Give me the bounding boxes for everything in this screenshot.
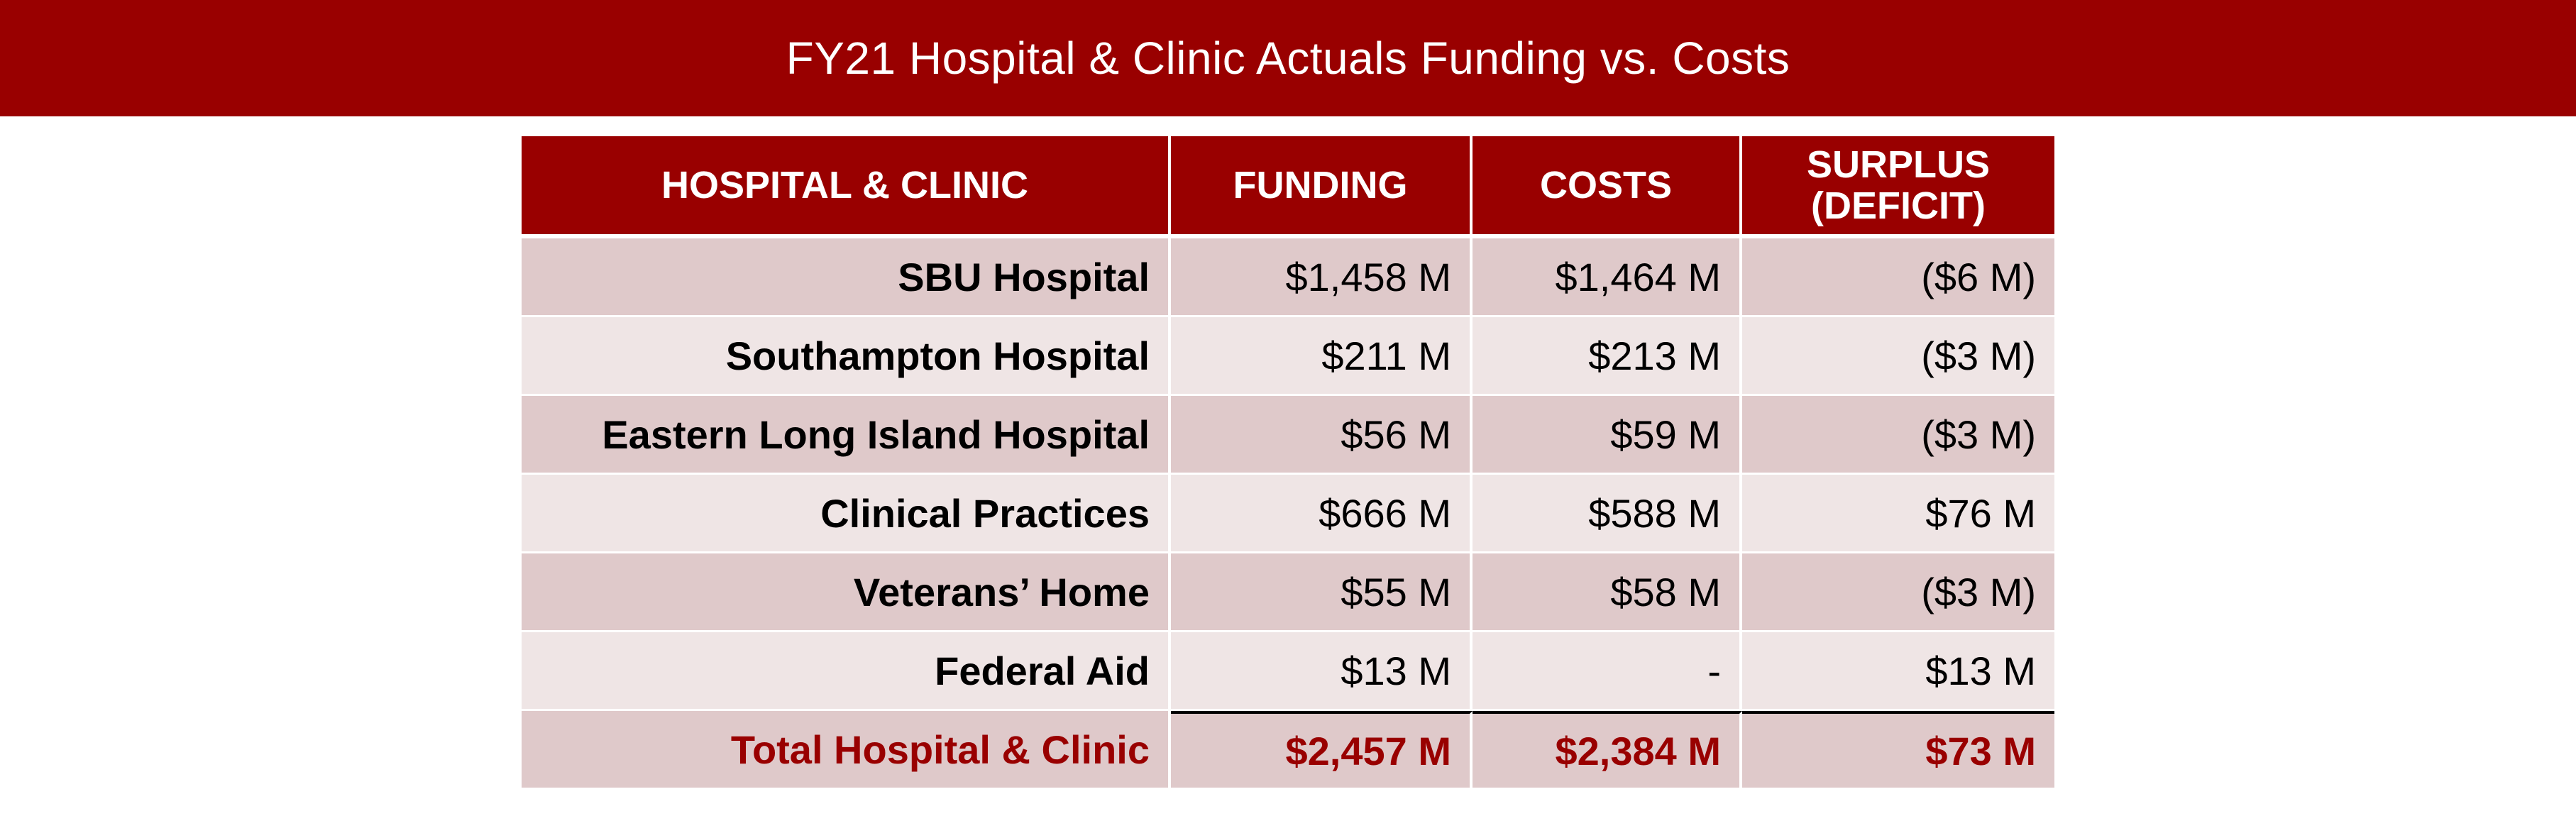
- header-funding: FUNDING: [1171, 136, 1473, 238]
- row-name: Eastern Long Island Hospital: [522, 396, 1171, 475]
- row-surplus: ($3 M): [1742, 553, 2054, 632]
- row-surplus: $13 M: [1742, 632, 2054, 711]
- row-costs: $588 M: [1473, 475, 1742, 553]
- table-row: Eastern Long Island Hospital $56 M $59 M…: [522, 396, 2054, 475]
- row-name: Federal Aid: [522, 632, 1171, 711]
- row-costs: $213 M: [1473, 317, 1742, 396]
- row-costs: -: [1473, 632, 1742, 711]
- header-hospital-clinic: HOSPITAL & CLINIC: [522, 136, 1171, 238]
- row-funding: $13 M: [1171, 632, 1473, 711]
- row-funding: $211 M: [1171, 317, 1473, 396]
- header-row: HOSPITAL & CLINIC FUNDING COSTS SURPLUS …: [522, 136, 2054, 238]
- total-row: Total Hospital & Clinic $2,457 M $2,384 …: [522, 711, 2054, 790]
- row-costs: $1,464 M: [1473, 238, 1742, 317]
- row-name: SBU Hospital: [522, 238, 1171, 317]
- table-row: Southampton Hospital $211 M $213 M ($3 M…: [522, 317, 2054, 396]
- funding-costs-table: HOSPITAL & CLINIC FUNDING COSTS SURPLUS …: [522, 136, 2054, 790]
- row-funding: $666 M: [1171, 475, 1473, 553]
- row-funding: $1,458 M: [1171, 238, 1473, 317]
- total-name: Total Hospital & Clinic: [522, 711, 1171, 790]
- row-surplus: $76 M: [1742, 475, 2054, 553]
- row-surplus: ($6 M): [1742, 238, 2054, 317]
- row-surplus: ($3 M): [1742, 396, 2054, 475]
- total-costs: $2,384 M: [1473, 711, 1742, 790]
- page-title: FY21 Hospital & Clinic Actuals Funding v…: [786, 33, 1790, 84]
- row-name: Clinical Practices: [522, 475, 1171, 553]
- row-costs: $59 M: [1473, 396, 1742, 475]
- title-banner: FY21 Hospital & Clinic Actuals Funding v…: [0, 0, 2576, 116]
- table-row: Clinical Practices $666 M $588 M $76 M: [522, 475, 2054, 553]
- total-funding: $2,457 M: [1171, 711, 1473, 790]
- table-row: Veterans’ Home $55 M $58 M ($3 M): [522, 553, 2054, 632]
- total-surplus: $73 M: [1742, 711, 2054, 790]
- table-row: Federal Aid $13 M - $13 M: [522, 632, 2054, 711]
- table-row: SBU Hospital $1,458 M $1,464 M ($6 M): [522, 238, 2054, 317]
- row-funding: $56 M: [1171, 396, 1473, 475]
- row-funding: $55 M: [1171, 553, 1473, 632]
- row-name: Southampton Hospital: [522, 317, 1171, 396]
- row-costs: $58 M: [1473, 553, 1742, 632]
- row-name: Veterans’ Home: [522, 553, 1171, 632]
- header-surplus-deficit: SURPLUS (DEFICIT): [1742, 136, 2054, 238]
- row-surplus: ($3 M): [1742, 317, 2054, 396]
- header-costs: COSTS: [1473, 136, 1742, 238]
